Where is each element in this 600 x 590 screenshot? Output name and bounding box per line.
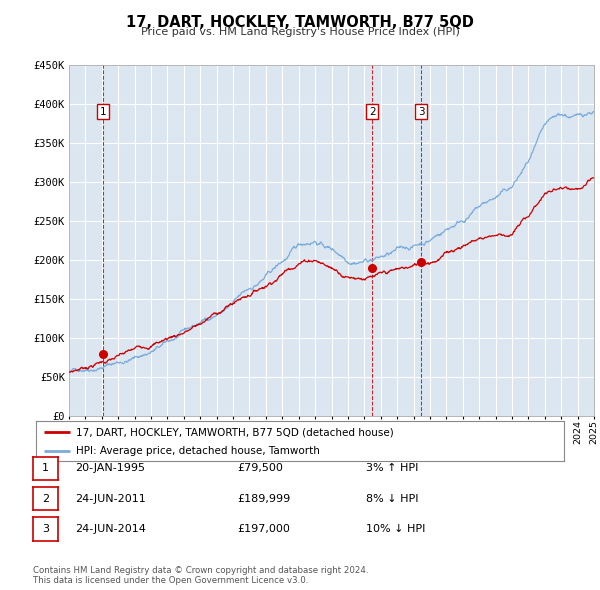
Text: £189,999: £189,999	[237, 494, 290, 503]
Text: HPI: Average price, detached house, Tamworth: HPI: Average price, detached house, Tamw…	[76, 445, 319, 455]
Text: 2: 2	[42, 494, 49, 503]
Text: 2: 2	[369, 107, 376, 117]
Text: 17, DART, HOCKLEY, TAMWORTH, B77 5QD: 17, DART, HOCKLEY, TAMWORTH, B77 5QD	[126, 15, 474, 30]
Text: 3: 3	[418, 107, 425, 117]
Text: 1: 1	[100, 107, 106, 117]
Text: 3% ↑ HPI: 3% ↑ HPI	[366, 464, 418, 473]
Text: 20-JAN-1995: 20-JAN-1995	[75, 464, 145, 473]
Text: 10% ↓ HPI: 10% ↓ HPI	[366, 525, 425, 534]
Text: Price paid vs. HM Land Registry's House Price Index (HPI): Price paid vs. HM Land Registry's House …	[140, 27, 460, 37]
Text: 3: 3	[42, 525, 49, 534]
Text: This data is licensed under the Open Government Licence v3.0.: This data is licensed under the Open Gov…	[33, 576, 308, 585]
Text: 24-JUN-2014: 24-JUN-2014	[75, 525, 146, 534]
Text: 1: 1	[42, 464, 49, 473]
Text: £79,500: £79,500	[237, 464, 283, 473]
Text: £197,000: £197,000	[237, 525, 290, 534]
Text: 24-JUN-2011: 24-JUN-2011	[75, 494, 146, 503]
Text: 8% ↓ HPI: 8% ↓ HPI	[366, 494, 419, 503]
Text: Contains HM Land Registry data © Crown copyright and database right 2024.: Contains HM Land Registry data © Crown c…	[33, 566, 368, 575]
Text: 17, DART, HOCKLEY, TAMWORTH, B77 5QD (detached house): 17, DART, HOCKLEY, TAMWORTH, B77 5QD (de…	[76, 427, 394, 437]
